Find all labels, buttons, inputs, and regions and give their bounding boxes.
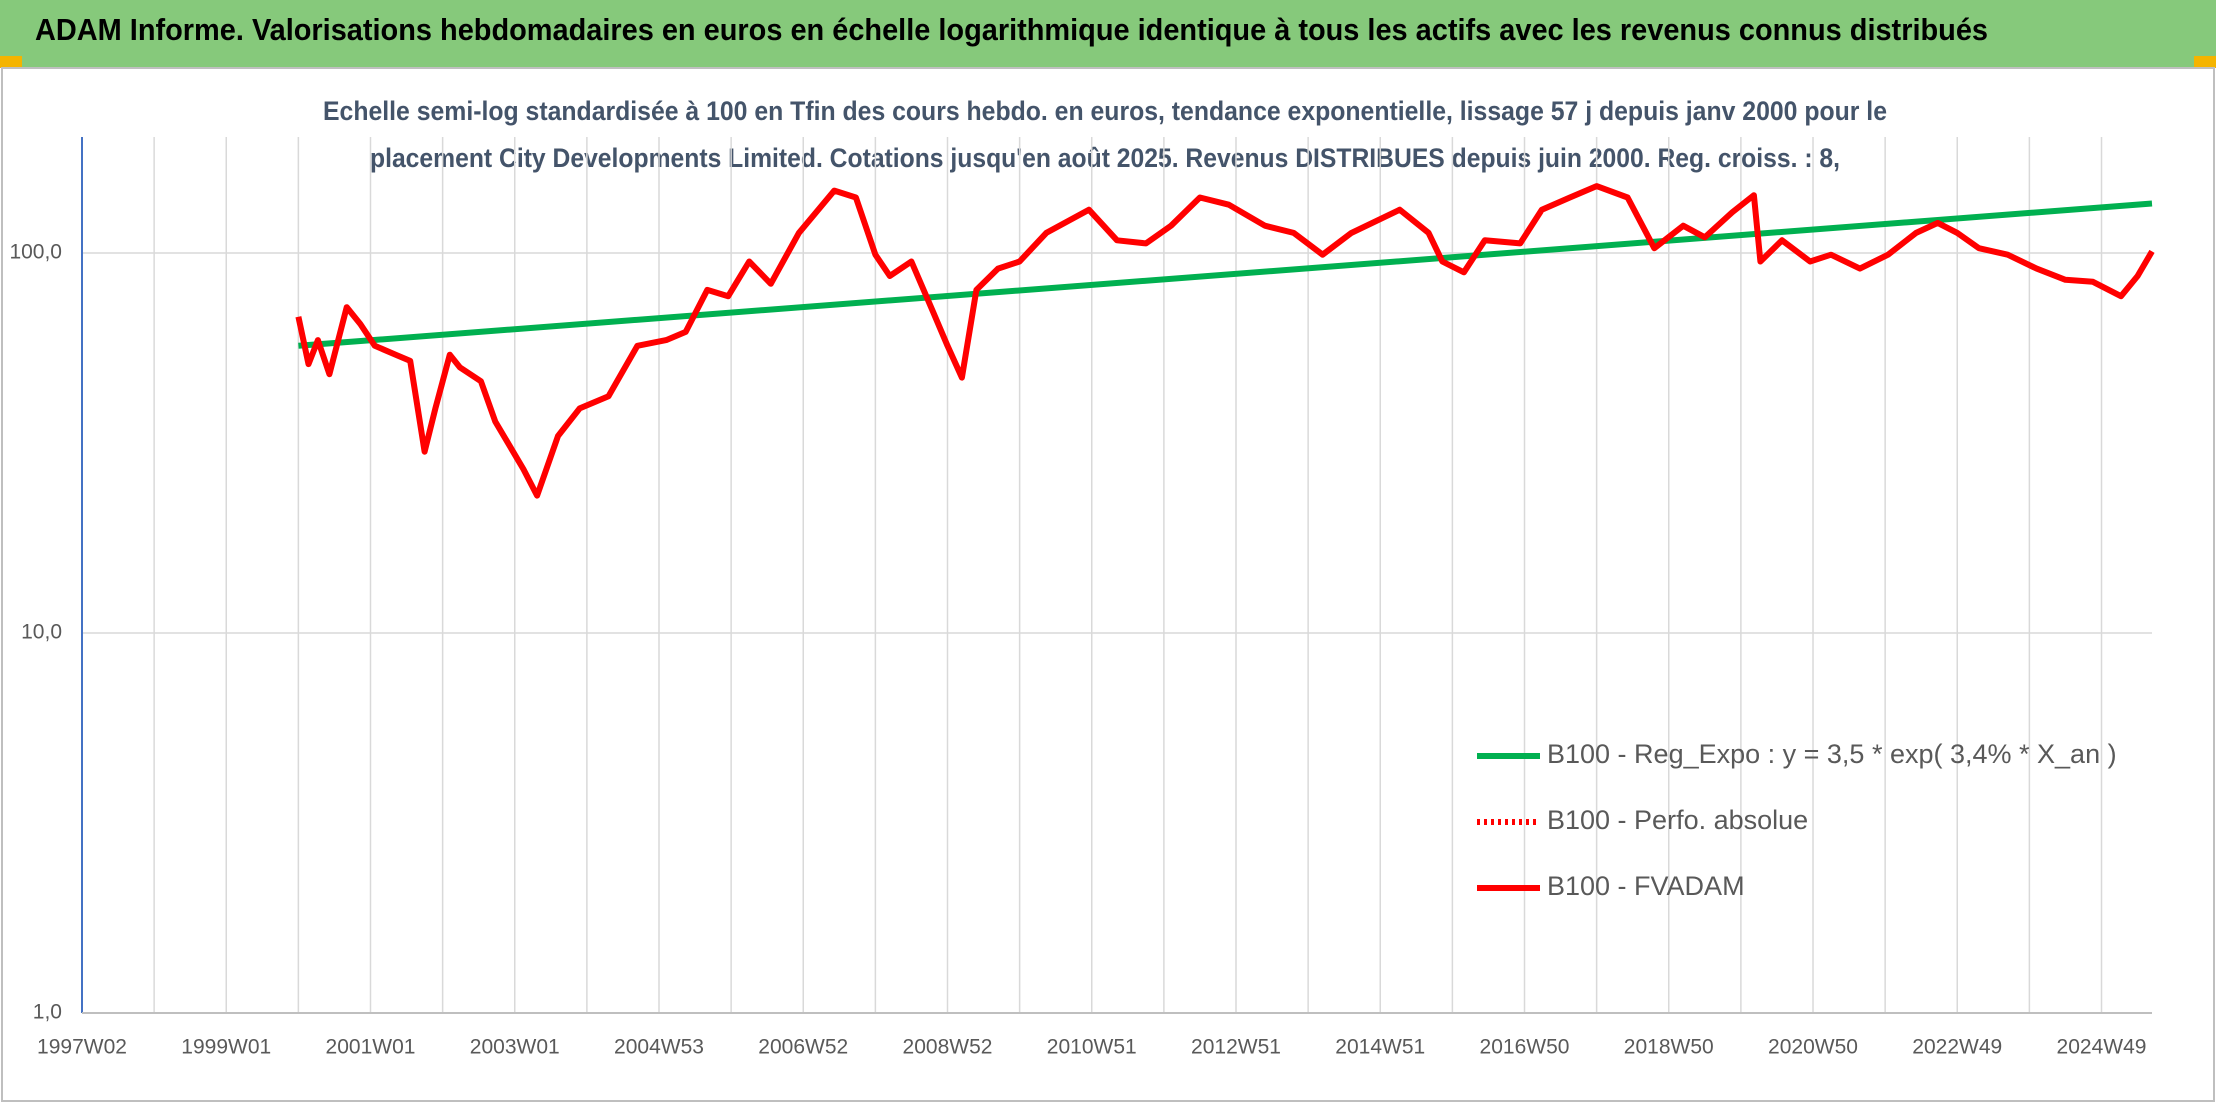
plot [295, 183, 2155, 499]
x-tick-label: 2010W51 [1047, 1036, 1137, 1059]
series-line [295, 183, 2155, 499]
x-tick-label: 2012W51 [1191, 1036, 1281, 1059]
frame [1, 67, 2215, 1102]
subtitle: placement City Developments Limited. Cot… [370, 143, 1840, 173]
y-tick-label: 10,0 [21, 621, 62, 644]
series-line [298, 200, 2153, 349]
corner [0, 56, 22, 68]
x-tick-label: 2022W49 [1912, 1036, 2002, 1059]
x-tick-label: 2008W52 [903, 1036, 993, 1059]
x-tick-label: 2018W50 [1624, 1036, 1714, 1059]
x-tick-label: 2024W49 [2057, 1036, 2147, 1059]
legend-label: B100 - FVADAM [1547, 871, 1745, 901]
title-bar [0, 0, 2216, 68]
x-tick-label: 1999W01 [181, 1036, 271, 1059]
x-tick-label: 2020W50 [1768, 1036, 1858, 1059]
title: ADAM Informe. Valorisations hebdomadaire… [35, 12, 1988, 47]
x-tick-label: 2016W50 [1480, 1036, 1570, 1059]
x-tick-label: 2003W01 [470, 1036, 560, 1059]
y-tick-label: 100,0 [9, 241, 62, 264]
legend-label: B100 - Perfo. absolue [1547, 805, 1808, 835]
corner [2194, 56, 2216, 68]
y-tick-label: 1,0 [33, 1001, 62, 1024]
x-tick-label: 2006W52 [758, 1036, 848, 1059]
x-tick-label: 2014W51 [1335, 1036, 1425, 1059]
legend-label: B100 - Reg_Expo : y = 3,5 * exp( 3,4% * … [1547, 739, 2117, 769]
labels: 1,0 10,0 100,0 1997W02 1999W01 2001W01 2003W01… [9, 241, 2146, 1059]
x-tick-label: 2001W01 [326, 1036, 416, 1059]
x-tick-label: 1997W02 [37, 1036, 127, 1059]
subtitle: Echelle semi-log standardisée à 100 en T… [323, 96, 1887, 126]
x-tick-label: 2004W53 [614, 1036, 704, 1059]
